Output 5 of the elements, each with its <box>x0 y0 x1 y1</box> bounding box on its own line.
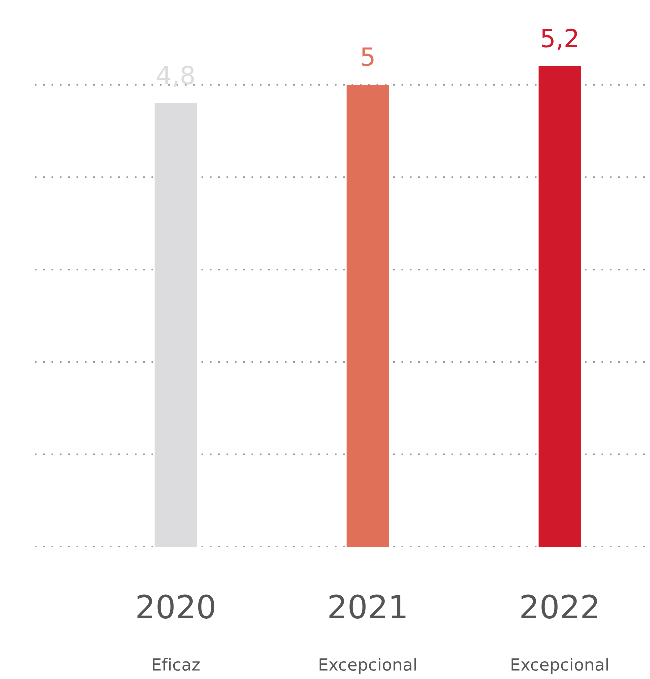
category-label: 2022 Excepcional <box>512 594 608 674</box>
data-label: 5 <box>362 48 374 66</box>
category-label: 2020 Eficaz <box>138 594 215 672</box>
category-label: 2021 Excepcional <box>320 594 416 674</box>
data-label: 5,2 <box>542 28 578 50</box>
